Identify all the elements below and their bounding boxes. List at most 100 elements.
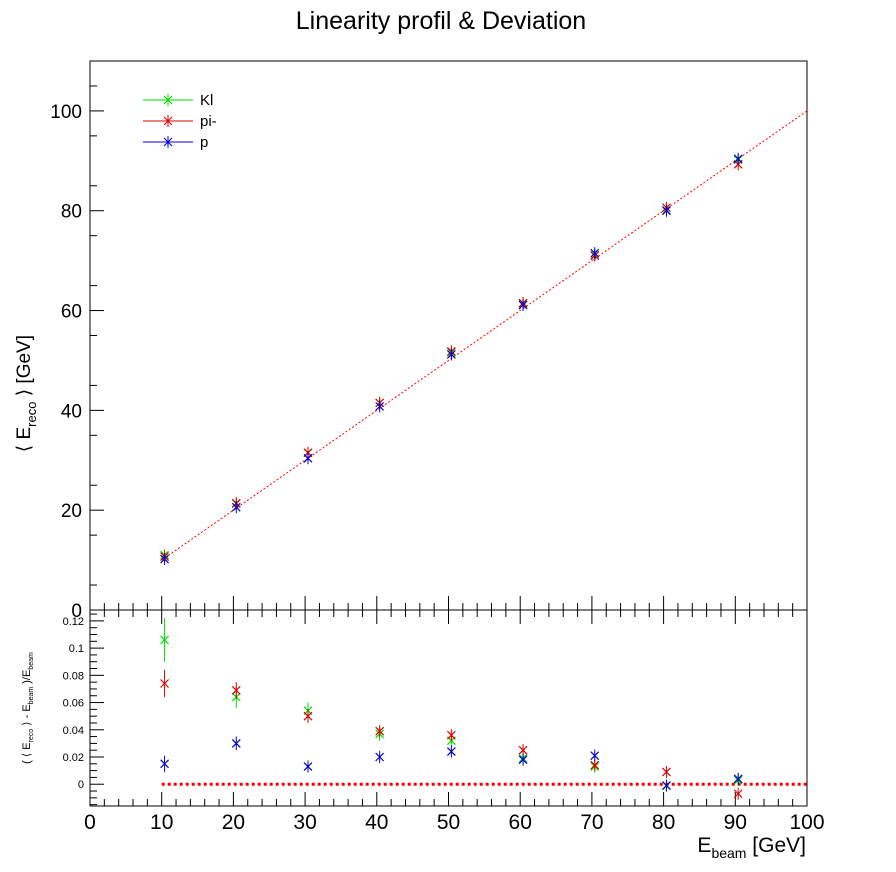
marker (160, 554, 169, 564)
marker (590, 760, 600, 770)
marker (231, 502, 241, 512)
legend-label-p: p (200, 134, 208, 151)
bottom-point-piminus (231, 682, 241, 699)
bottom-point-p (231, 736, 241, 751)
x-tick-label: 0 (84, 811, 96, 834)
marker (518, 300, 528, 310)
bottom-y-tick-label: 0.1 (69, 643, 84, 655)
bottom-y-tick-label: 0 (78, 779, 84, 791)
linearity-panel: 0 20 40 60 80 100 ⟨ Ereco ⟩ [GeV] Kl pi- p (14, 60, 808, 622)
top-point-p (518, 299, 528, 312)
bottom-point-p (518, 753, 528, 766)
marker (590, 751, 600, 761)
marker (303, 711, 313, 721)
marker (733, 774, 743, 784)
bottom-point-piminus (662, 765, 671, 778)
top-y-axis-label: ⟨ Ereco ⟩ [GeV] (14, 335, 39, 452)
x-tick-label: 90 (724, 811, 747, 834)
x-tick-label: 60 (509, 811, 532, 834)
legend-entry-kl: Kl (143, 92, 213, 109)
top-y-tick-label: 0 (71, 601, 82, 622)
marker (231, 738, 241, 748)
bottom-point-p (446, 745, 456, 758)
top-y-tick-label: 80 (61, 202, 82, 223)
top-point-p (231, 501, 241, 514)
bottom-plot-frame (89, 609, 808, 807)
top-y-tick-label: 40 (61, 401, 82, 422)
legend: Kl pi- p (143, 92, 217, 151)
marker (733, 154, 743, 164)
top-y-tick-label: 60 (61, 302, 82, 323)
bottom-data-points (160, 618, 743, 800)
x-tick-label: 100 (789, 811, 824, 834)
top-y-tick-label: 100 (50, 102, 82, 123)
top-point-p (662, 204, 671, 217)
top-point-p (160, 553, 169, 566)
top-plot-frame (89, 60, 808, 611)
deviation-panel: 0 0.02 0.04 0.06 0.08 0.1 0.12 0 10 20 30 40 50 60 70… (21, 596, 825, 861)
legend-label-kl: Kl (200, 92, 213, 109)
marker (446, 747, 456, 756)
bottom-point-piminus (160, 669, 169, 698)
bottom-point-p (303, 760, 313, 773)
x-axis: 0 10 20 30 40 50 60 70 80 90 100 (84, 596, 825, 834)
bottom-point-p (160, 755, 169, 772)
bottom-y-tick-label: 0.02 (63, 752, 84, 764)
bottom-point-piminus (375, 725, 385, 738)
marker (375, 752, 385, 762)
bottom-point-p (662, 779, 671, 792)
bottom-point-Kl (160, 618, 169, 662)
top-point-p (303, 452, 313, 465)
marker (446, 350, 456, 359)
fit-line-path (161, 110, 808, 561)
marker (518, 755, 528, 765)
marker (662, 206, 671, 216)
legend-entry-pi: pi- (143, 113, 217, 130)
bottom-point-p (733, 772, 743, 785)
bottom-y-tick-label: 0.06 (63, 698, 84, 710)
marker (375, 726, 385, 736)
marker (733, 789, 743, 799)
x-axis-label: Ebeam [GeV] (697, 834, 806, 861)
top-y-tick-label: 20 (61, 501, 82, 522)
marker (590, 248, 600, 258)
marker (160, 635, 169, 645)
marker (303, 453, 313, 463)
bottom-y-tick-label: 0.08 (63, 670, 84, 682)
top-point-p (446, 348, 456, 361)
marker (160, 759, 169, 769)
marker (231, 685, 241, 695)
x-tick-label: 80 (652, 811, 675, 834)
legend-label-pi: pi- (200, 113, 217, 130)
bottom-point-piminus (733, 787, 743, 800)
bottom-point-p (590, 749, 600, 762)
marker (662, 767, 671, 777)
x-tick-label: 20 (222, 811, 245, 834)
top-point-p (375, 400, 385, 413)
fit-line (161, 110, 808, 561)
x-tick-label: 30 (293, 811, 316, 834)
marker (375, 401, 385, 411)
marker (160, 679, 169, 688)
x-tick-label: 10 (150, 811, 173, 834)
marker (662, 781, 671, 791)
bottom-y-tick-label: 0.12 (63, 616, 84, 628)
bottom-y-tick-label: 0.04 (63, 725, 84, 737)
marker (303, 762, 313, 771)
top-y-axis: 0 20 40 60 80 100 (50, 85, 104, 622)
top-data-points (160, 152, 743, 566)
top-point-p (733, 152, 743, 165)
x-tick-label: 70 (580, 811, 603, 834)
bottom-point-piminus (303, 709, 313, 723)
marker (518, 745, 528, 755)
x-tick-label: 40 (365, 811, 388, 834)
bottom-point-piminus (446, 729, 456, 742)
top-point-p (590, 247, 600, 260)
legend-entry-p: p (143, 134, 208, 151)
chart-title: Linearity profil & Deviation (296, 7, 586, 35)
bottom-y-axis: 0 0.02 0.04 0.06 0.08 0.1 0.12 (63, 613, 104, 806)
bottom-point-p (375, 751, 385, 763)
bottom-y-axis-label: ( ⟨ Ereco ⟩ - Ebeam )/Ebeam (21, 652, 35, 764)
marker (446, 730, 456, 740)
